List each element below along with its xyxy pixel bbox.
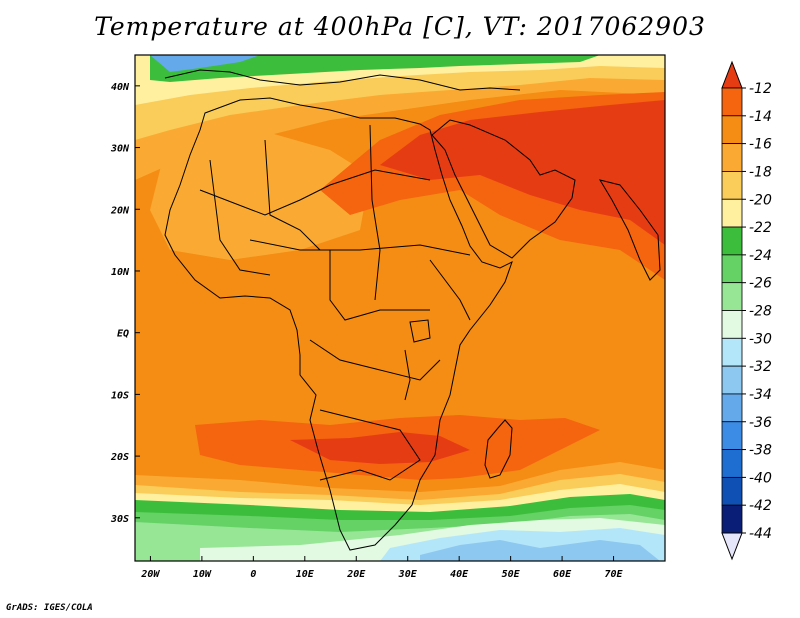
y-tick-label: 30N xyxy=(110,144,130,155)
x-tick-label: 10E xyxy=(296,569,315,580)
colorbar: -12 -14 -16 -18 -20 -22 -24 -26 -28 -30 -32 -34 -36 -… xyxy=(721,60,772,561)
border-9 xyxy=(429,259,471,321)
colorbar-label: -38 xyxy=(749,443,772,459)
lake-victoria xyxy=(409,319,431,343)
footer-credit: GrADS: IGES/COLA xyxy=(6,603,93,613)
colorbar-swatch xyxy=(721,198,743,228)
colorbar-swatch xyxy=(721,449,743,478)
y-tick-label: 10S xyxy=(111,390,129,401)
y-tick-label: 10N xyxy=(111,267,130,278)
lake-tanganyika xyxy=(404,349,411,401)
field-warm-north-core xyxy=(380,100,665,245)
colorbar-label: -40 xyxy=(749,470,772,486)
x-tick-label: 10W xyxy=(193,569,212,580)
colorbar-label: -20 xyxy=(749,192,772,208)
colorbar-label: -12 xyxy=(749,81,772,97)
border-2 xyxy=(249,239,471,256)
colorbar-swatch xyxy=(721,504,743,534)
colorbar-label: -22 xyxy=(749,220,772,236)
x-axis: 20W 10W 0 10E 20E 30E 40E 50E 60E 70E xyxy=(140,556,624,580)
colorbar-label: -28 xyxy=(749,304,772,320)
colorbar-label: -32 xyxy=(749,359,772,375)
plot-frame xyxy=(134,54,666,562)
colorbar-swatch xyxy=(721,337,743,367)
temperature-field xyxy=(135,55,665,561)
x-tick-label: 30E xyxy=(398,569,418,580)
x-tick-label: 60E xyxy=(553,569,572,580)
border-7 xyxy=(264,139,321,251)
colorbar-label: -24 xyxy=(749,248,772,264)
india-coastline xyxy=(598,179,661,281)
field-sahara-light xyxy=(150,130,370,260)
colorbar-label: -42 xyxy=(749,498,772,514)
coastlines xyxy=(164,69,661,551)
y-axis: 40N 30N 20N 10N EQ 10S 20S 30S xyxy=(110,82,140,525)
border-3 xyxy=(329,250,430,321)
border-1 xyxy=(199,169,431,216)
map-title: Temperature at 400hPa [C], VT: 201706290… xyxy=(94,12,706,41)
field-north-cold xyxy=(150,55,260,72)
colorbar-swatch xyxy=(721,143,743,172)
colorbar-label: -34 xyxy=(749,387,772,403)
x-tick-label: 20E xyxy=(346,569,366,580)
colorbar-label: -44 xyxy=(749,526,772,542)
madagascar-outline xyxy=(484,419,513,479)
y-tick-label: 40N xyxy=(111,82,130,93)
colorbar-swatch xyxy=(721,476,743,506)
x-tick-label: 70E xyxy=(605,569,624,580)
y-tick-label: 30S xyxy=(110,514,129,525)
x-tick-label: 0 xyxy=(250,569,256,580)
colorbar-bottom-arrow xyxy=(721,532,743,561)
border-6 xyxy=(319,409,421,481)
border-8 xyxy=(209,159,271,276)
colorbar-swatch xyxy=(721,393,743,423)
colorbar-label: -14 xyxy=(749,109,772,125)
colorbar-label: -18 xyxy=(749,164,772,180)
border-5 xyxy=(309,339,441,381)
colorbar-label: -30 xyxy=(749,331,772,347)
colorbar-swatch xyxy=(721,171,743,200)
colorbar-swatch xyxy=(721,254,743,284)
colorbar-swatch xyxy=(721,365,743,395)
field-south-colder xyxy=(420,540,660,561)
colorbar-label: -16 xyxy=(749,137,772,153)
europe-coastline xyxy=(164,69,521,91)
y-tick-label: 20S xyxy=(110,452,129,463)
colorbar-swatch xyxy=(721,310,743,339)
x-tick-label: 20W xyxy=(140,569,160,580)
y-tick-label: 20N xyxy=(110,205,130,216)
arabia-coastline xyxy=(431,119,576,259)
colorbar-swatch xyxy=(721,421,743,450)
africa-coastline xyxy=(164,97,513,551)
colorbar-swatch xyxy=(721,87,743,117)
x-tick-label: 40E xyxy=(450,569,469,580)
colorbar-swatch xyxy=(721,282,743,311)
colorbar-label: -26 xyxy=(749,276,772,292)
colorbar-swatch xyxy=(721,115,743,145)
x-tick-label: 50E xyxy=(502,569,521,580)
colorbar-top-arrow xyxy=(721,60,743,89)
y-tick-label: EQ xyxy=(117,329,129,340)
colorbar-label: -36 xyxy=(749,415,772,431)
field-north-green xyxy=(150,55,600,82)
field-warm-south-core xyxy=(290,432,470,464)
border-4 xyxy=(369,124,381,301)
colorbar-swatch xyxy=(721,226,743,256)
